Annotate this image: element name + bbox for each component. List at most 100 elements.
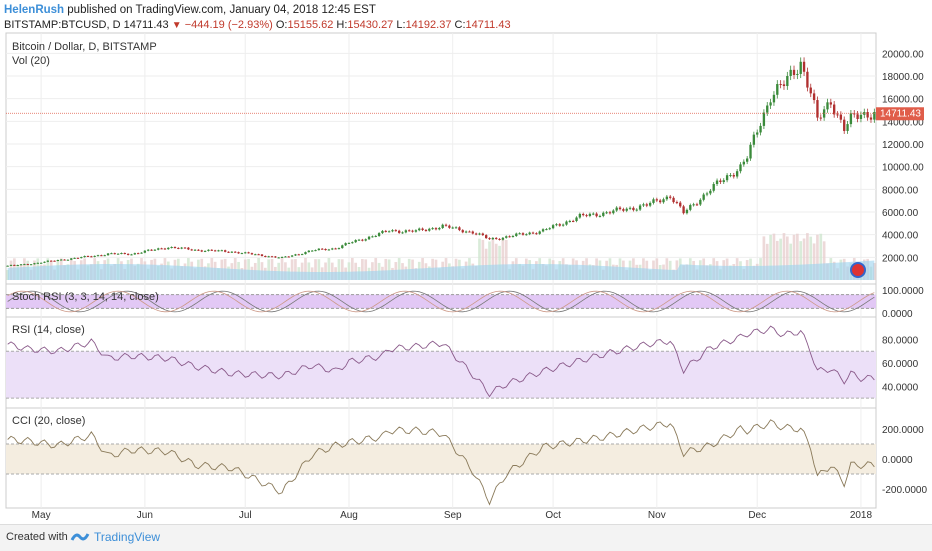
volume-bar [330,262,334,280]
candle-body [234,251,237,253]
candle-body [812,93,816,101]
candle-body [290,255,294,257]
candle-body [732,175,735,177]
candle-body [143,250,147,253]
candle-body [197,249,200,251]
candle-body [695,204,699,206]
cci-title: CCI (20, close) [12,415,85,427]
candle-body [364,239,367,241]
candle-body [608,212,612,214]
candle-body [712,184,715,191]
candle-body [869,117,873,120]
price-pane[interactable] [5,32,877,285]
close-label: C: [454,19,466,31]
candle-body [96,255,100,257]
volume-bar [350,258,354,280]
candle-body [622,209,625,211]
candle-body [29,264,33,266]
candle-body [561,224,565,226]
candle-body [448,225,451,228]
candle-body [488,238,491,240]
volume-bar [796,233,799,280]
candle-body [43,261,46,263]
candle-body [287,256,290,258]
candle-body [244,252,247,254]
volume-bar [374,258,378,280]
candle-body [173,247,177,249]
candle-body [80,257,83,259]
candle-body [826,102,829,110]
candle-body [796,73,799,75]
candle-body [702,194,705,200]
candle-body [739,164,742,172]
last-price-tag-text: 14711.43 [880,108,921,119]
volume-bar [280,258,284,280]
volume-bar [504,239,508,280]
candle-body [16,264,19,266]
candle-body [756,132,759,135]
candle-body [39,262,43,264]
candle-body [592,213,595,215]
chart-area[interactable]: May Jun Jul Aug Sep Oct Nov Dec 2018 20000.00 1800… [0,0,932,520]
candle-body [792,69,796,75]
candle-body [19,264,23,266]
candle-body [126,253,130,255]
candle-body [60,259,63,261]
volume-bar [340,259,344,280]
candle-body [652,199,655,203]
candle-body [401,232,404,234]
candle-body [50,260,53,262]
x-tick-label: Sep [444,510,462,520]
candle-body [304,252,307,255]
candle-body [786,75,789,87]
candle-body [311,250,314,252]
stoch-tick-label: 100.0000 [882,286,924,297]
candle-body [153,249,157,251]
candle-body [217,250,220,252]
author-link[interactable]: HelenRush [4,4,65,16]
candle-body [742,161,745,165]
x-tick-label: 2018 [850,510,873,520]
candle-body [809,87,812,94]
candle-body [227,251,230,253]
candle-body [642,204,645,206]
candle-body [725,175,729,181]
volume-bar [347,262,351,280]
ohlc-line: BITSTAMP:BTCUSD, D 14711.43 ▼ −444.19 (−… [4,19,511,31]
indicator-bands [6,294,876,475]
candle-body [776,84,779,95]
candle-body [655,199,658,201]
candle-body [277,257,280,259]
candle-body [659,200,662,203]
candle-body [250,253,254,255]
y-tick-label: 2000.00 [882,253,919,264]
candle-body [324,248,327,251]
candle-body [106,253,110,256]
y-tick-label: 10000.00 [882,163,924,174]
us-flag-icon [850,262,866,278]
volume-bar [799,241,803,280]
candle-body [746,158,749,162]
y-tick-label: 6000.00 [882,208,919,219]
candle-body [100,255,103,257]
candle-body [505,236,508,238]
volume-bar [772,233,776,280]
cci-band [6,444,876,474]
candle-body [66,259,70,261]
candle-body [123,253,126,255]
candle-body [612,210,615,214]
candle-body [344,243,347,246]
volume-bar [6,270,10,280]
candle-body [689,205,692,210]
symbol-label: BITSTAMP:BTCUSD, D [4,19,121,31]
candle-body [662,199,665,203]
candle-body [73,257,76,259]
volume-bar [361,259,364,280]
tradingview-link[interactable]: TradingView [94,530,161,544]
y-tick-label: 8000.00 [882,185,919,196]
high-value: 15430.27 [347,19,394,31]
candle-body [491,237,495,240]
candle-body [665,196,669,200]
candle-body [381,230,384,234]
volume-bar [307,262,311,280]
